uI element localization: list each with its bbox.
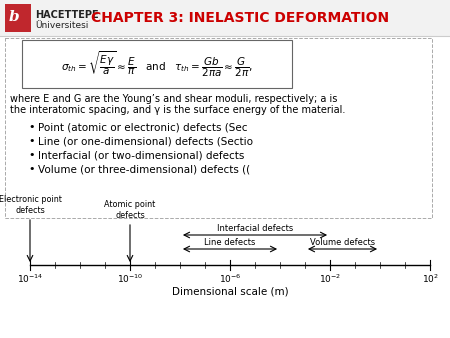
Text: Volume (or three-dimensional) defects ((: Volume (or three-dimensional) defects (( <box>38 164 250 174</box>
Text: $10^{-10}$: $10^{-10}$ <box>117 273 143 285</box>
Text: the interatomic spacing, and γ is the surface energy of the material.: the interatomic spacing, and γ is the su… <box>10 105 346 115</box>
Text: Interfacial defects: Interfacial defects <box>217 224 293 233</box>
Text: •: • <box>28 150 35 160</box>
Text: b: b <box>9 10 20 24</box>
Text: where E and G are the Young’s and shear moduli, respectively; a is: where E and G are the Young’s and shear … <box>10 94 337 104</box>
Text: Atomic point
defects: Atomic point defects <box>104 200 156 220</box>
Text: Volume defects: Volume defects <box>310 238 375 247</box>
Text: CHAPTER 3: INELASTIC DEFORMATION: CHAPTER 3: INELASTIC DEFORMATION <box>91 11 389 25</box>
Text: Electronic point
defects: Electronic point defects <box>0 195 62 215</box>
Text: Line defects: Line defects <box>204 238 256 247</box>
Text: Point (atomic or electronic) defects (Sec: Point (atomic or electronic) defects (Se… <box>38 122 248 132</box>
Bar <box>5 4 31 32</box>
Text: Üniversitesi: Üniversitesi <box>35 21 88 30</box>
Text: $\sigma_{th} = \sqrt{\dfrac{E\gamma}{a}} \approx \dfrac{E}{\pi}$   and   $\tau_{: $\sigma_{th} = \sqrt{\dfrac{E\gamma}{a}}… <box>61 49 253 79</box>
Text: •: • <box>28 136 35 146</box>
Text: Interfacial (or two-dimensional) defects: Interfacial (or two-dimensional) defects <box>38 150 244 160</box>
Text: •: • <box>28 164 35 174</box>
Bar <box>5 38 432 218</box>
Text: $10^{-2}$: $10^{-2}$ <box>319 273 341 285</box>
Text: •: • <box>28 122 35 132</box>
Bar <box>22 40 292 88</box>
Text: $10^{-6}$: $10^{-6}$ <box>219 273 241 285</box>
Text: $10^{2}$: $10^{2}$ <box>422 273 438 285</box>
Text: Dimensional scale (m): Dimensional scale (m) <box>172 287 288 297</box>
Text: HACETTEPE: HACETTEPE <box>35 10 99 20</box>
Bar <box>0 0 450 36</box>
Text: Line (or one-dimensional) defects (Sectio: Line (or one-dimensional) defects (Secti… <box>38 136 253 146</box>
Text: $10^{-14}$: $10^{-14}$ <box>17 273 43 285</box>
